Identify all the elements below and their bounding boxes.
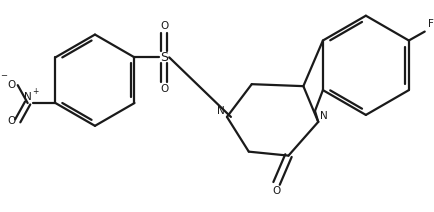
Text: O: O <box>160 21 168 31</box>
Text: −: − <box>0 71 7 80</box>
Text: N: N <box>24 92 32 102</box>
Text: O: O <box>7 116 16 126</box>
Text: O: O <box>273 186 281 196</box>
Text: S: S <box>160 51 168 64</box>
Text: +: + <box>33 87 39 96</box>
Text: N: N <box>217 106 225 116</box>
Text: O: O <box>7 80 16 90</box>
Text: F: F <box>427 19 434 29</box>
Text: N: N <box>320 111 328 121</box>
Text: O: O <box>160 84 168 94</box>
